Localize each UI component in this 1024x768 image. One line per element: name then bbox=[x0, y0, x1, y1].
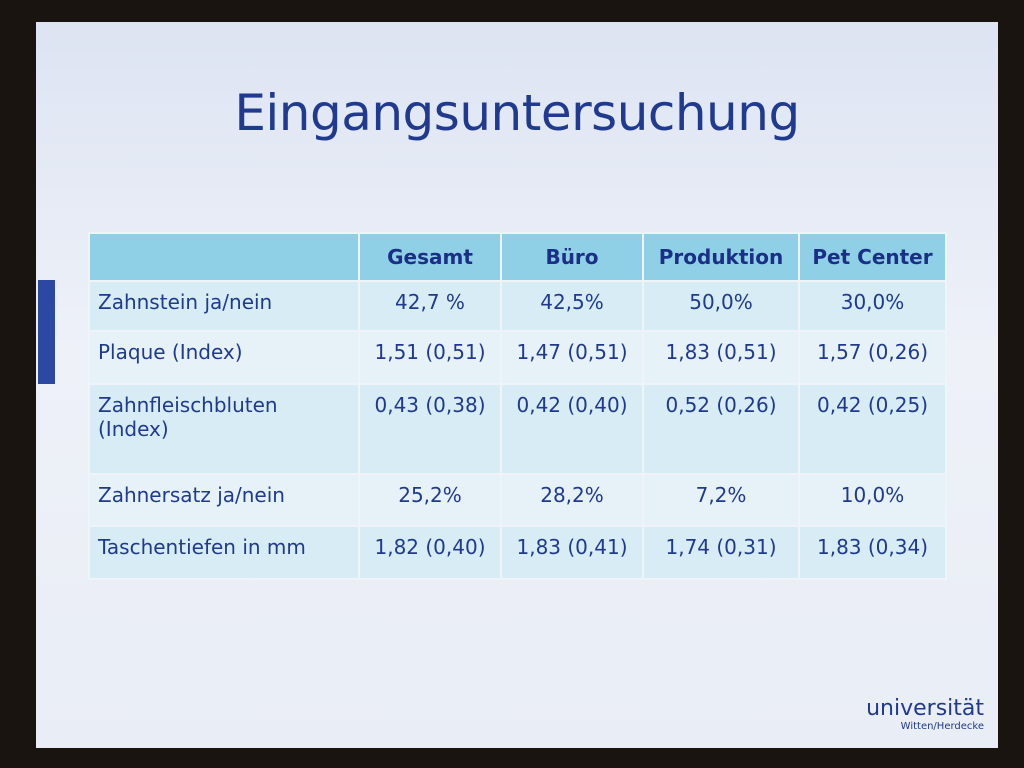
value-cell: 0,42 (0,40) bbox=[500, 383, 644, 475]
header-cell: Pet Center bbox=[798, 232, 947, 282]
value-cell: 0,43 (0,38) bbox=[358, 383, 502, 475]
row-label: Taschentiefen in mm bbox=[88, 525, 360, 580]
slide-title: Eingangsuntersuchung bbox=[234, 84, 800, 142]
accent-bar bbox=[38, 280, 55, 384]
value-cell: 1,82 (0,40) bbox=[358, 525, 502, 580]
row-label: Zahnersatz ja/nein bbox=[88, 473, 360, 527]
slide: Eingangsuntersuchung Gesamt Büro Produktio… bbox=[36, 22, 998, 748]
logo-sub: Witten/Herdecke bbox=[900, 721, 984, 732]
value-cell: 42,5% bbox=[500, 280, 644, 332]
value-cell: 25,2% bbox=[358, 473, 502, 527]
value-cell: 1,47 (0,51) bbox=[500, 330, 644, 385]
value-cell: 1,57 (0,26) bbox=[798, 330, 947, 385]
value-cell: 1,51 (0,51) bbox=[358, 330, 502, 385]
logo-name: universität bbox=[866, 696, 984, 721]
value-cell: 1,74 (0,31) bbox=[642, 525, 800, 580]
row-label: Zahnfleischbluten (Index) bbox=[88, 383, 360, 475]
row-label: Plaque (Index) bbox=[88, 330, 360, 385]
table-row: Plaque (Index) 1,51 (0,51) 1,47 (0,51) 1,83… bbox=[88, 330, 947, 385]
value-cell: 50,0% bbox=[642, 280, 800, 332]
header-row: Gesamt Büro Produktion Pet Center bbox=[88, 232, 947, 282]
table-body: Zahnstein ja/nein 42,7 % 42,5% 50,0% 30,0% Pl… bbox=[88, 280, 947, 580]
value-cell: 0,52 (0,26) bbox=[642, 383, 800, 475]
value-cell: 28,2% bbox=[500, 473, 644, 527]
value-cell: 0,42 (0,25) bbox=[798, 383, 947, 475]
logo: universität Witten/Herdecke bbox=[866, 696, 984, 732]
header-cell: Büro bbox=[500, 232, 644, 282]
header-cell: Produktion bbox=[642, 232, 800, 282]
value-cell: 1,83 (0,51) bbox=[642, 330, 800, 385]
value-cell: 30,0% bbox=[798, 280, 947, 332]
data-table: Gesamt Büro Produktion Pet Center Zahnstein… bbox=[88, 232, 947, 580]
table-row: Taschentiefen in mm 1,82 (0,40) 1,83 (0,41… bbox=[88, 525, 947, 580]
row-label: Zahnstein ja/nein bbox=[88, 280, 360, 332]
header-cell: Gesamt bbox=[358, 232, 502, 282]
table-row: Zahnstein ja/nein 42,7 % 42,5% 50,0% 30,0% bbox=[88, 280, 947, 332]
value-cell: 7,2% bbox=[642, 473, 800, 527]
value-cell: 1,83 (0,41) bbox=[500, 525, 644, 580]
value-cell: 10,0% bbox=[798, 473, 947, 527]
value-cell: 1,83 (0,34) bbox=[798, 525, 947, 580]
value-cell: 42,7 % bbox=[358, 280, 502, 332]
table-row: Zahnersatz ja/nein 25,2% 28,2% 7,2% 10,0% bbox=[88, 473, 947, 527]
header-cell bbox=[88, 232, 360, 282]
table-row: Zahnfleischbluten (Index) 0,43 (0,38) 0,42… bbox=[88, 383, 947, 475]
